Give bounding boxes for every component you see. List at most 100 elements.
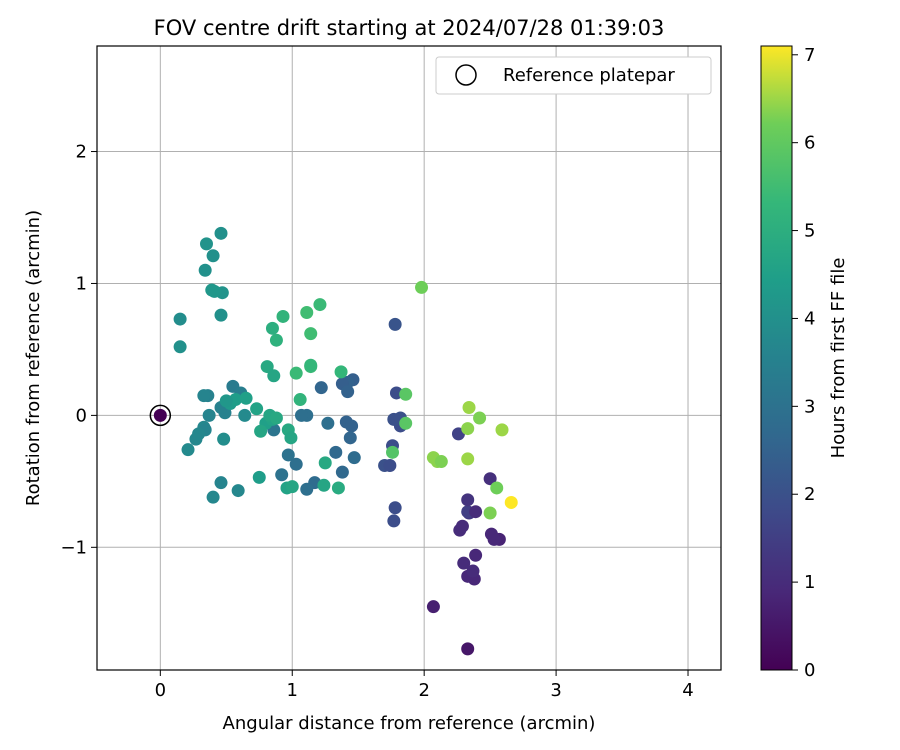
data-point: [275, 468, 289, 482]
colorbar-gradient: [760, 45, 793, 671]
data-point: [293, 393, 307, 407]
data-point: [281, 448, 295, 462]
data-point: [219, 394, 233, 408]
data-point: [300, 305, 314, 319]
colorbar-tick-label: 1: [804, 572, 815, 593]
colorbar-tick-label: 3: [804, 396, 815, 417]
data-point: [254, 424, 268, 438]
colorbar-tick-label: 2: [804, 484, 815, 505]
legend-entry-reference: Reference platepar: [503, 65, 675, 86]
data-point: [343, 431, 357, 445]
data-point: [267, 369, 281, 383]
data-point: [341, 385, 355, 399]
data-point: [269, 411, 283, 425]
data-point: [461, 452, 475, 466]
colorbar-ticks: 0 1 2 3 4 5 6 7: [792, 45, 815, 681]
data-point: [504, 495, 518, 509]
colorbar: 0 1 2 3 4 5 6 7 Hours from first FF file: [760, 45, 849, 681]
colorbar-tick-label: 6: [804, 133, 815, 154]
y-tick-label: 0: [76, 405, 87, 426]
data-point: [461, 422, 475, 436]
data-point: [206, 249, 220, 263]
data-point: [469, 505, 483, 519]
data-point: [331, 481, 345, 495]
data-point: [304, 327, 318, 341]
data-point: [284, 431, 298, 445]
data-point: [313, 298, 327, 312]
data-point: [461, 493, 475, 507]
colorbar-tick-label: 7: [804, 45, 815, 66]
data-point: [173, 340, 187, 354]
legend-box: [435, 56, 712, 95]
reference-point: [153, 408, 167, 422]
data-point: [238, 408, 252, 422]
data-point: [197, 389, 211, 403]
x-tick-label: 2: [418, 680, 429, 701]
data-point: [181, 443, 195, 457]
data-point: [399, 387, 413, 401]
colorbar-tick-label: 5: [804, 221, 815, 242]
data-point: [483, 506, 497, 520]
data-point: [345, 419, 359, 433]
data-point: [490, 481, 504, 495]
data-point: [239, 391, 253, 405]
data-point: [461, 642, 475, 656]
data-point: [214, 476, 228, 490]
scatter-points: [173, 226, 518, 656]
data-point: [383, 459, 397, 473]
x-tick-label: 3: [550, 680, 561, 701]
data-point: [473, 411, 487, 425]
data-point: [206, 490, 220, 504]
data-point: [495, 423, 509, 437]
y-tick-label: 2: [76, 142, 87, 163]
plot-frame: [96, 45, 722, 671]
data-point: [386, 445, 400, 459]
data-point: [388, 317, 402, 331]
data-point: [314, 381, 328, 395]
data-point: [466, 564, 480, 578]
data-point: [469, 548, 483, 562]
x-axis-ticks: 0 1 2 3 4: [155, 670, 694, 701]
data-point: [214, 226, 228, 240]
data-point: [252, 470, 266, 484]
reference-ring: [149, 404, 172, 427]
data-point: [265, 321, 279, 335]
x-tick-label: 0: [155, 680, 166, 701]
data-point: [483, 472, 497, 486]
data-point: [317, 478, 331, 492]
chart-title: FOV centre drift starting at 2024/07/28 …: [154, 16, 665, 40]
data-point: [321, 416, 335, 430]
data-point: [399, 416, 413, 430]
data-point: [415, 280, 429, 294]
data-point: [318, 456, 332, 470]
data-point: [199, 237, 213, 251]
data-point: [189, 432, 203, 446]
data-point: [269, 333, 283, 347]
data-point: [294, 408, 308, 422]
y-tick-label: 1: [76, 273, 87, 294]
x-axis-label: Angular distance from reference (arcmin): [223, 713, 596, 734]
data-point: [250, 402, 264, 416]
data-point: [231, 484, 245, 498]
data-point: [289, 366, 303, 380]
data-point: [335, 465, 349, 479]
data-point: [300, 482, 314, 496]
data-point: [217, 432, 231, 446]
colorbar-tick-label: 4: [804, 308, 815, 329]
reference-marker: [149, 404, 172, 427]
data-point: [388, 501, 402, 515]
data-point: [285, 480, 299, 494]
data-point: [289, 457, 303, 471]
data-point: [347, 451, 361, 465]
data-point: [455, 519, 469, 533]
y-tick-label: −1: [60, 537, 87, 558]
data-point: [173, 312, 187, 326]
grid-lines: [97, 46, 721, 670]
data-point: [434, 455, 448, 469]
data-point: [387, 514, 401, 528]
data-point: [329, 445, 343, 459]
x-tick-label: 4: [682, 680, 693, 701]
data-point: [260, 360, 274, 374]
legend: Reference platepar: [435, 56, 712, 95]
